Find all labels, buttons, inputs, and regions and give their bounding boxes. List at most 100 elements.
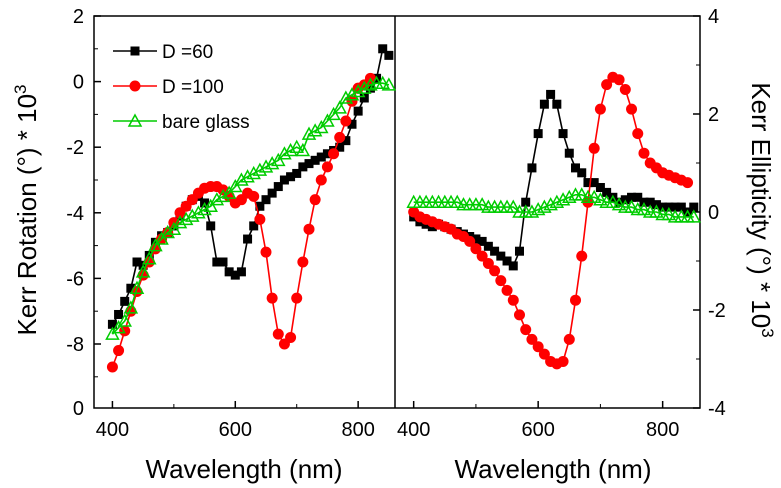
right-series-2-point (489, 265, 501, 277)
left-series-3-point (123, 300, 139, 314)
right-series-1-point (558, 129, 568, 139)
right-series-3-point (555, 192, 571, 206)
right-series-1-point (483, 241, 493, 251)
right-series-2-point (495, 275, 507, 287)
right-series-3-point (624, 199, 639, 213)
left-series-1-point (341, 136, 351, 146)
right-tick-label: 0 (708, 202, 719, 224)
right-series-1-point (633, 192, 643, 202)
right-series-3-point (449, 194, 465, 208)
left-x-tick-label: 800 (341, 419, 374, 441)
right-series-3-point (543, 197, 558, 211)
left-series-1-point (212, 257, 222, 267)
right-series-3-point (506, 199, 521, 213)
left-series-3-point (277, 146, 292, 160)
left-series-3-point (209, 192, 225, 206)
left-series-1-point (298, 162, 308, 172)
left-series-3-point (111, 320, 126, 334)
left-series-2-point (303, 223, 315, 235)
left-series-1-point (107, 319, 117, 329)
right-tick-label: 2 (708, 104, 719, 126)
left-x-tick-label: 600 (219, 419, 252, 441)
right-panel-series (406, 71, 702, 370)
right-series-2-point (501, 284, 513, 296)
left-series-1-point (150, 237, 160, 247)
left-series-1-point (120, 296, 130, 306)
left-series-2-point (309, 194, 321, 206)
right-series-2-point (619, 84, 631, 95)
right-series-2-point (576, 250, 588, 262)
left-series-2-point (113, 345, 125, 357)
left-series-1-point (304, 159, 314, 169)
left-series-3-point (320, 113, 335, 127)
left-series-1-point (255, 201, 265, 211)
right-tick-label: 4 (708, 6, 719, 28)
left-series-3-point (332, 100, 347, 114)
left-series-3-point (289, 139, 304, 153)
left-series-3-point (191, 205, 206, 219)
right-series-2-point (513, 309, 525, 321)
left-series-2-point (248, 190, 260, 202)
right-series-1-point (564, 148, 574, 158)
left-series-1-point (273, 182, 283, 192)
right-series-3-point (474, 197, 490, 211)
left-series-3-point (246, 165, 261, 180)
legend-marker-1 (130, 46, 140, 56)
left-series-2-point (272, 328, 284, 340)
right-series-1-point (533, 129, 543, 139)
right-series-3-point (636, 201, 652, 216)
legend-marker-3 (127, 113, 143, 127)
right-series-2-point (557, 355, 569, 367)
right-series-3-point (549, 194, 565, 208)
right-series-3-point (611, 197, 627, 211)
right-series-2-point (476, 250, 488, 262)
right-series-2-point (482, 257, 494, 269)
left-series-1-point (261, 195, 271, 205)
left-series-3-point (117, 313, 132, 327)
left-series-3-point (142, 251, 157, 265)
left-series-3-point (381, 77, 397, 91)
right-series-2-point (601, 79, 613, 91)
left-series-3-point (221, 185, 237, 199)
left-series-3-point (197, 201, 212, 216)
left-panel-series (105, 44, 397, 373)
right-series-1-point (589, 178, 599, 188)
right-series-3-point (574, 187, 589, 201)
left-series-2-point (315, 174, 327, 186)
right-series-1-point (552, 99, 562, 109)
left-series-3-point (228, 178, 243, 193)
right-series-1-point (670, 202, 680, 212)
legend-label-2: D =100 (162, 77, 224, 98)
left-series-1-point (206, 221, 216, 231)
left-series-1-point (310, 155, 320, 165)
left-series-1-point (353, 106, 363, 116)
legend: D =60 D =100 bare glass (113, 42, 250, 133)
left-series-3-point (178, 211, 194, 226)
right-series-3-point (537, 199, 552, 213)
right-series-1-point (527, 163, 537, 173)
right-series-3-point (661, 206, 677, 221)
left-series-1-point (218, 257, 228, 267)
left-x-tick-label: 400 (96, 419, 129, 441)
left-axis-ticks: -8 -6 -4 -2 0 2 0 (66, 6, 101, 420)
left-series-3-point (215, 188, 231, 203)
right-axis-ticks: -4 -2 0 2 4 (693, 6, 726, 420)
right-series-3-point (524, 204, 540, 218)
right-series-1-point (614, 197, 624, 207)
right-series-1-point (676, 202, 686, 212)
left-series-1-point (114, 309, 124, 319)
right-series-1-point (645, 197, 655, 207)
y-axis-label-left: Kerr Rotation (°) * 103 (11, 84, 42, 335)
left-series-3-point (105, 326, 120, 340)
left-series-1-point (316, 152, 326, 162)
right-series-2-point (638, 147, 650, 159)
right-series-1-point (539, 99, 549, 109)
left-series-3-point (172, 215, 188, 229)
right-tick-label: -4 (708, 398, 726, 420)
right-series-1-point (496, 251, 506, 261)
right-series-2-point (594, 103, 606, 115)
left-tick-label: -8 (66, 334, 84, 356)
left-series-3-point (154, 231, 169, 245)
right-series-2-point (632, 128, 644, 140)
left-series-1-point (322, 149, 332, 159)
